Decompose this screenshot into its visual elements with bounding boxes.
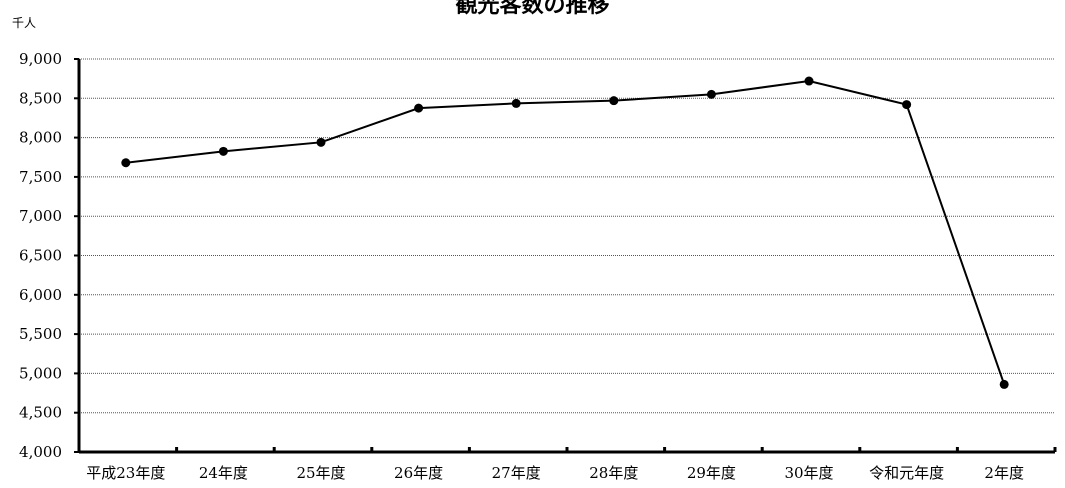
chart-title: 観光客数の推移: [455, 0, 610, 18]
x-tick-label: 28年度: [589, 464, 638, 482]
axes: [74, 58, 1057, 454]
x-tick-label: 令和元年度: [869, 464, 944, 482]
data-point: [999, 379, 1009, 389]
data-point: [316, 137, 326, 147]
y-tick-label: 5,500: [19, 325, 62, 343]
y-tick-label: 4,000: [19, 443, 62, 461]
y-axis-unit-label: 千人: [12, 16, 37, 30]
x-tick-label: 2年度: [984, 464, 1024, 482]
gridlines: [79, 58, 1055, 414]
data-point: [902, 100, 912, 110]
data-points: [121, 76, 1009, 389]
x-tick-label: 29年度: [687, 464, 736, 482]
data-point: [609, 96, 619, 106]
y-tick-label: 9,000: [19, 50, 62, 68]
x-tick-labels: 平成23年度 24年度 25年度 26年度 27年度 28年度 29年度 30年度 令和元年度 2…: [86, 464, 1024, 482]
data-point: [706, 89, 716, 99]
x-tick-label: 30年度: [784, 464, 833, 482]
data-point: [414, 103, 424, 113]
y-tick-label: 8,500: [19, 89, 62, 107]
y-tick-label: 6,500: [19, 247, 62, 265]
y-tick-label: 7,500: [19, 168, 62, 186]
x-tick-label: 27年度: [492, 464, 541, 482]
data-point: [121, 158, 131, 168]
series-line: [125, 79, 1006, 385]
y-tick-label: 4,500: [19, 404, 62, 422]
y-tick-label: 6,000: [19, 286, 62, 304]
y-tick-labels: 9,000 8,500 8,000 7,500 7,000 6,500 6,000 5,500…: [19, 50, 62, 461]
data-point: [218, 146, 228, 156]
y-tick-label: 5,000: [19, 364, 62, 382]
y-tick-label: 7,000: [19, 207, 62, 225]
data-point: [804, 76, 814, 86]
data-point: [511, 98, 521, 108]
x-tick-label: 平成23年度: [86, 464, 165, 482]
y-tick-label: 8,000: [19, 129, 62, 147]
x-tick-label: 25年度: [296, 464, 345, 482]
x-tick-label: 24年度: [199, 464, 248, 482]
x-tick-label: 26年度: [394, 464, 443, 482]
series-line: [125, 79, 1006, 385]
